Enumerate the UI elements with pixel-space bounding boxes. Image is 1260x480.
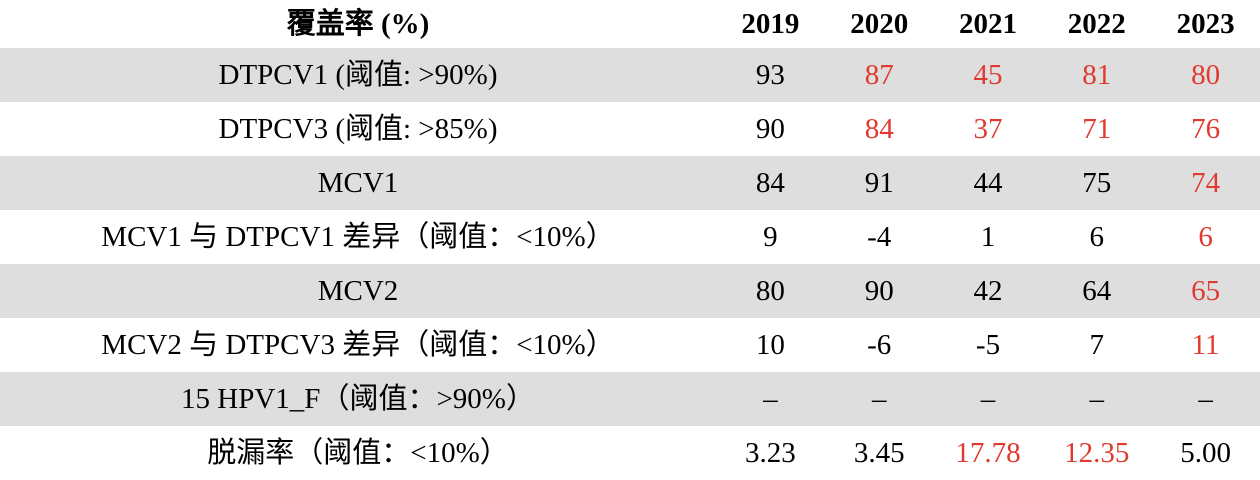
value-cell: – [1198,382,1213,415]
value-cell: – [1089,382,1105,415]
table-header-row: 覆盖率 (%) 2019 2020 2021 2022 2023 [0,0,1260,48]
value-cell: 17.78 [955,436,1021,469]
table-body: DTPCV1 (阈值: >90%) 93 87 45 81 80 DTPCV3 (阈值: >… [0,48,1260,480]
value-cell: 74 [1191,166,1221,199]
value-cell: 91 [864,166,894,199]
value-cell: 75 [1082,166,1112,199]
value-cell: 90 [864,274,894,307]
value-cell: 87 [864,58,894,91]
table-row: 15 HPV1_F（阈值：>90%） – – – – – [0,372,1260,426]
table-row: MCV2 与 DTPCV3 差异（阈值：<10%） 10 -6 -5 7 11 [0,318,1260,372]
table-row: MCV1 84 91 44 75 74 [0,156,1260,210]
value-cell: – [871,382,887,415]
header-coverage-label: 覆盖率 (%) [286,7,430,40]
value-cell: -5 [975,328,1001,361]
header-year: 2021 [958,7,1017,40]
value-cell: – [980,382,996,415]
value-cell: 80 [1191,58,1221,91]
value-cell: 45 [973,58,1003,91]
value-cell: 93 [755,58,785,91]
table-row: MCV2 80 90 42 64 65 [0,264,1260,318]
table-row: DTPCV3 (阈值: >85%) 90 84 37 71 76 [0,102,1260,156]
value-cell: 3.45 [853,436,905,469]
value-cell: -6 [867,328,892,361]
value-cell: 6 [1198,220,1213,253]
header-year: 2022 [1067,7,1126,40]
value-cell: 64 [1082,274,1112,307]
value-cell: 10 [755,328,785,361]
value-cell: 81 [1082,58,1112,91]
value-cell: 6 [1089,220,1105,253]
row-label: MCV1 [317,166,399,199]
value-cell: 90 [755,112,785,145]
table-row: 脱漏率（阈值：<10%） 3.23 3.45 17.78 12.35 5.00 [0,426,1260,480]
value-cell: 84 [755,166,785,199]
value-cell: 11 [1191,328,1220,361]
value-cell: 44 [973,166,1003,199]
value-cell: 76 [1191,112,1221,145]
value-cell: 71 [1082,112,1112,145]
value-cell: -4 [867,220,892,253]
value-cell: 9 [763,220,778,253]
row-label: MCV2 [317,274,399,307]
row-label: DTPCV1 (阈值: >90%) [218,58,498,91]
value-cell: 37 [973,112,1003,145]
value-cell: 84 [864,112,894,145]
value-cell: 12.35 [1064,436,1130,469]
row-label: MCV2 与 DTPCV3 差异（阈值：<10%） [101,328,615,361]
table-row: MCV1 与 DTPCV1 差异（阈值：<10%） 9 -4 1 6 6 [0,210,1260,264]
value-cell: 42 [973,274,1003,307]
value-cell: 3.23 [745,436,796,469]
value-cell: 7 [1089,328,1105,361]
value-cell: 65 [1191,274,1221,307]
header-year: 2020 [850,7,909,40]
value-cell: – [763,382,778,415]
table-row: DTPCV1 (阈值: >90%) 93 87 45 81 80 [0,48,1260,102]
value-cell: 5.00 [1180,436,1231,469]
value-cell: 80 [755,274,785,307]
header-year: 2023 [1176,7,1235,40]
row-label: MCV1 与 DTPCV1 差异（阈值：<10%） [101,220,615,253]
row-label: DTPCV3 (阈值: >85%) [218,112,498,145]
row-label: 脱漏率（阈值：<10%） [207,436,509,469]
row-label: 15 HPV1_F（阈值：>90%） [181,382,535,415]
value-cell: 1 [980,220,996,253]
header-year: 2019 [741,7,800,40]
